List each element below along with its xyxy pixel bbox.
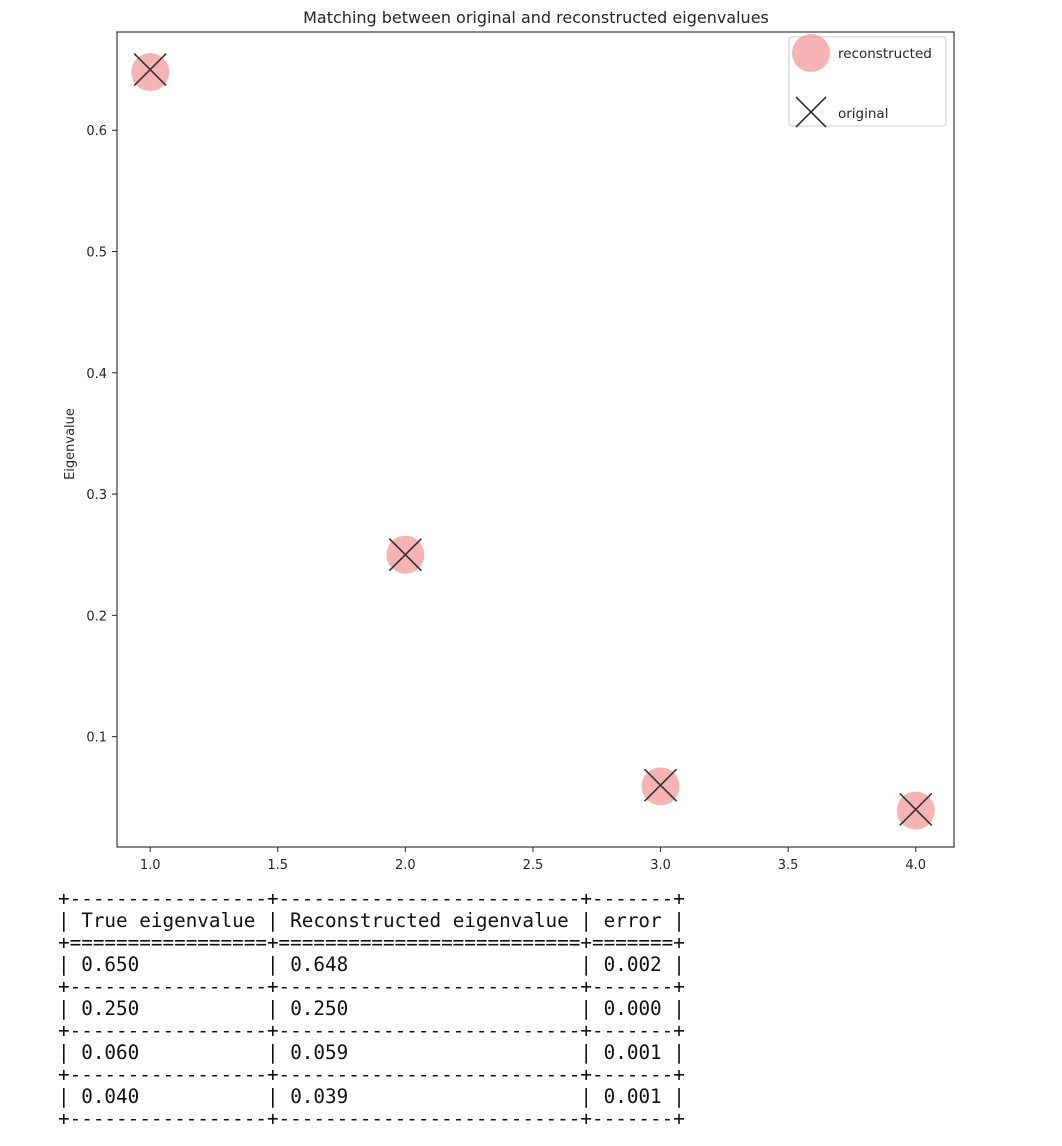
table-row: | 0.250 | 0.250 | 0.000 | [58, 997, 685, 1020]
legend: reconstructed original [788, 34, 947, 128]
x-tick-label: 2.5 [523, 858, 544, 873]
y-tick-label: 0.1 [86, 731, 107, 746]
table-header-cell: Reconstructed eigenvalue [290, 909, 569, 932]
table-cell: 0.040 [81, 1085, 140, 1108]
original-point [899, 792, 933, 826]
x-tick-label: 1.0 [140, 858, 161, 873]
table-cell: 0.060 [81, 1041, 140, 1064]
reconstructed-point [131, 53, 170, 92]
y-axis-ticks: 0.1 0.2 0.3 0.4 0.5 0.6 [86, 124, 117, 746]
table-cell: 0.039 [290, 1085, 349, 1108]
table-cell: 0.001 [603, 1085, 662, 1108]
y-tick-label: 0.6 [86, 124, 107, 139]
y-axis-label: Eigenvalue [63, 408, 78, 480]
plot-series [131, 53, 935, 830]
table-header-row: | True eigenvalue | Reconstructed eigenv… [58, 909, 685, 932]
table-cell: 0.000 [603, 997, 662, 1020]
table-cell: 0.250 [290, 997, 349, 1020]
x-tick-label: 4.0 [905, 858, 926, 873]
original-point [643, 768, 678, 802]
table-row: | 0.040 | 0.039 | 0.001 | [58, 1085, 685, 1108]
legend-original-label: original [838, 106, 888, 122]
reconstructed-point [641, 767, 680, 806]
legend-reconstructed-label: reconstructed [838, 46, 932, 62]
original-point [133, 53, 167, 87]
table-cell: 0.001 [603, 1041, 662, 1064]
legend-original-marker [795, 96, 827, 128]
table-cell: 0.250 [81, 997, 140, 1020]
y-tick-label: 0.5 [86, 246, 107, 261]
x-tick-label: 2.0 [395, 858, 416, 873]
y-tick-label: 0.3 [86, 488, 107, 503]
table-header-cell: True eigenvalue [81, 909, 256, 932]
table-header-cell: error [603, 909, 662, 932]
x-axis-ticks: 1.0 1.5 2.0 2.5 3.0 3.5 4.0 [140, 847, 926, 873]
y-tick-label: 0.4 [86, 367, 107, 382]
y-tick-label: 0.2 [86, 609, 107, 624]
x-tick-label: 3.0 [650, 858, 671, 873]
chart-title: Matching between original and reconstruc… [303, 8, 769, 27]
table-cell: 0.059 [290, 1041, 349, 1064]
reconstructed-point [896, 791, 935, 830]
table-row: | 0.650 | 0.648 | 0.002 | [58, 953, 685, 976]
x-tick-label: 1.5 [267, 858, 288, 873]
table-row: | 0.060 | 0.059 | 0.001 | [58, 1041, 685, 1064]
table-cell: 0.002 [603, 953, 662, 976]
table-cell: 0.650 [81, 953, 140, 976]
eigenvalue-comparison-table: +-----------------+---------------------… [58, 887, 685, 1130]
original-point [388, 538, 422, 572]
eigenvalue-scatter-chart: Matching between original and reconstruc… [63, 8, 955, 873]
x-tick-label: 3.5 [778, 858, 799, 873]
legend-reconstructed-marker [792, 34, 830, 72]
table-cell: 0.648 [290, 953, 349, 976]
plot-area-frame [116, 31, 955, 848]
